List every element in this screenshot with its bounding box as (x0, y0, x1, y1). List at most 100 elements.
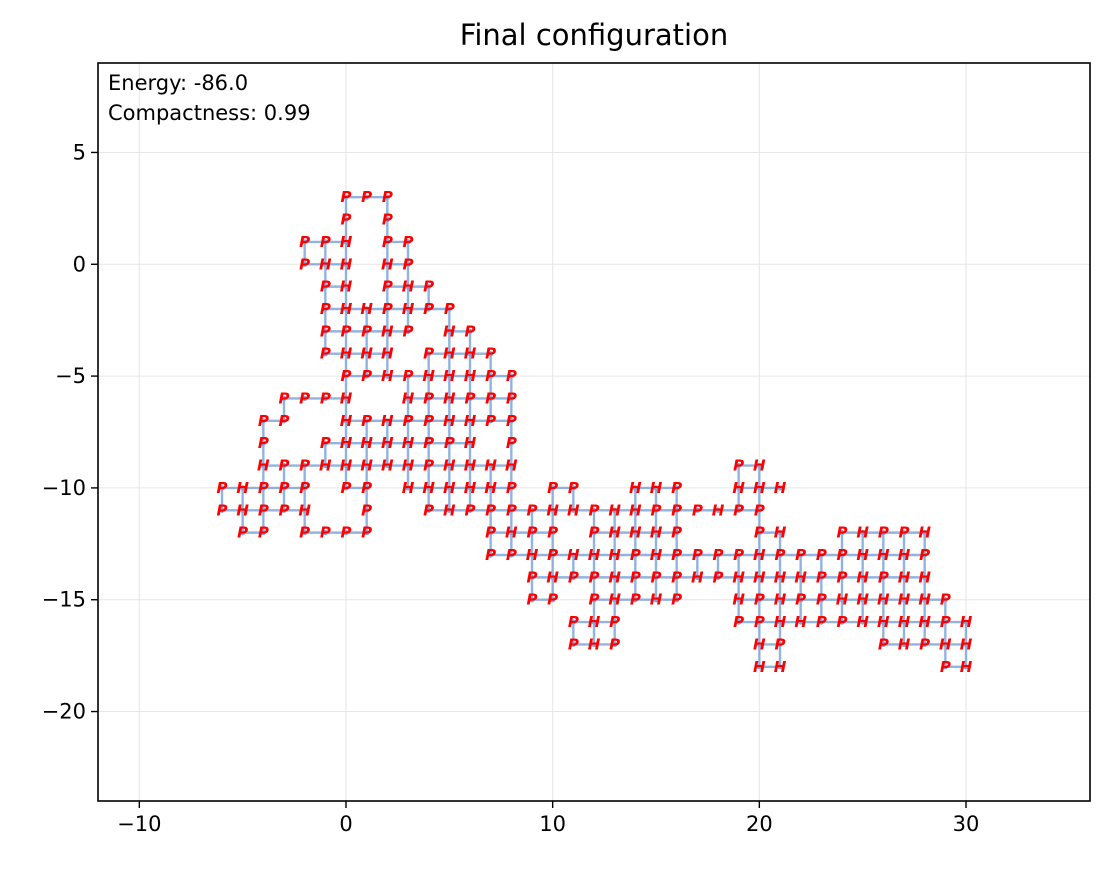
residue-point (839, 530, 845, 536)
residue-label: P (403, 412, 414, 430)
residue-point (632, 597, 638, 603)
residue-label: H (856, 613, 869, 631)
residue-point (426, 485, 432, 491)
residue-label: H (402, 389, 415, 407)
residue-point (674, 485, 680, 491)
residue-point (343, 239, 349, 245)
x-tick-label: −10 (117, 812, 161, 836)
residue-label: H (856, 591, 869, 609)
residue-point (756, 619, 762, 625)
residue-label: H (526, 546, 539, 564)
residue-point (612, 574, 618, 580)
residue-label: P (423, 389, 434, 407)
residue-label: H (918, 568, 931, 586)
residue-point (384, 462, 390, 469)
residue-label: H (918, 591, 931, 609)
residue-label: P (506, 434, 517, 452)
residue-point (446, 440, 452, 446)
residue-point (405, 485, 411, 491)
residue-label: P (361, 501, 372, 519)
residue-label: H (712, 501, 725, 519)
residue-point (302, 485, 308, 491)
residue-label: P (671, 546, 682, 564)
residue-point (756, 485, 762, 491)
residue-point (364, 440, 370, 446)
residue-point (260, 440, 266, 446)
residue-point (281, 462, 287, 469)
residue-label: H (319, 255, 332, 273)
residue-label: H (774, 591, 787, 609)
residue-label: H (608, 591, 621, 609)
residue-point (922, 641, 928, 648)
residue-label: P (506, 389, 517, 407)
residue-point (467, 418, 473, 424)
residue-label: P (361, 188, 372, 206)
residue-point (653, 552, 659, 558)
residue-label: H (443, 412, 456, 430)
residue-point (302, 239, 308, 245)
residue-point (446, 306, 452, 312)
residue-point (281, 395, 287, 402)
residue-point (570, 619, 576, 625)
residue-label: H (588, 546, 601, 564)
residue-label: P (299, 389, 310, 407)
residue-label: H (567, 501, 580, 519)
residue-point (488, 507, 494, 513)
residue-label: H (464, 479, 477, 497)
residue-point (302, 462, 308, 469)
residue-label: P (692, 546, 703, 564)
residue-label: H (732, 479, 745, 497)
residue-point (860, 574, 866, 580)
residue-point (343, 418, 349, 424)
residue-point (384, 216, 390, 223)
residue-point (674, 507, 680, 513)
residue-point (240, 507, 246, 513)
residue-label: H (898, 613, 911, 631)
residue-label: H (856, 524, 869, 542)
residue-point (467, 440, 473, 446)
residue-point (446, 328, 452, 334)
residue-point (384, 328, 390, 334)
residue-point (343, 485, 349, 491)
residue-label: P (692, 501, 703, 519)
residue-label: P (341, 524, 352, 542)
residue-point (674, 574, 680, 580)
residue-label: P (299, 524, 310, 542)
residue-point (322, 261, 328, 267)
residue-point (384, 284, 390, 290)
residue-label: H (402, 479, 415, 497)
residue-label: H (918, 613, 931, 631)
residue-point (446, 418, 452, 424)
residue-label: H (340, 457, 353, 475)
residue-label: H (877, 613, 890, 631)
residue-point (364, 485, 370, 491)
residue-label: H (732, 568, 745, 586)
residue-label: H (567, 546, 580, 564)
residue-point (488, 351, 494, 357)
residue-label: P (485, 546, 496, 564)
residue-point (942, 619, 948, 625)
residue-label: P (609, 613, 620, 631)
residue-label: P (816, 591, 827, 609)
residue-point (632, 574, 638, 580)
residue-label: P (568, 635, 579, 653)
residue-label: P (630, 591, 641, 609)
residue-label: H (774, 479, 787, 497)
residue-point (302, 507, 308, 513)
residue-point (550, 552, 556, 558)
residue-label: H (898, 635, 911, 653)
residue-label: P (609, 635, 620, 653)
residue-point (632, 507, 638, 513)
residue-label: P (940, 613, 951, 631)
residue-point (550, 574, 556, 580)
residue-label: P (506, 546, 517, 564)
residue-point (674, 597, 680, 603)
residue-point (405, 239, 411, 245)
residue-label: H (236, 479, 249, 497)
residue-label: H (402, 457, 415, 475)
compactness-annotation: Compactness: 0.99 (108, 101, 311, 125)
residue-point (508, 485, 514, 491)
residue-point (343, 306, 349, 312)
residue-point (281, 507, 287, 513)
residue-point (488, 462, 494, 469)
